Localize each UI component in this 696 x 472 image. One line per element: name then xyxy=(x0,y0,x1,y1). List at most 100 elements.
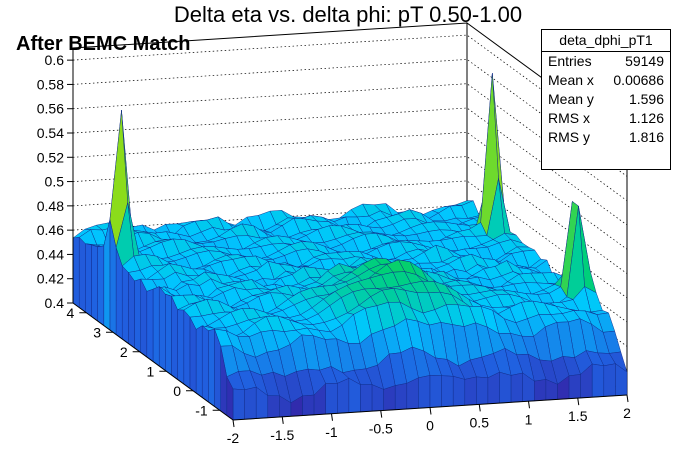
z-tick-label: 0.46 xyxy=(37,222,64,238)
stats-row: Entries 59149 xyxy=(542,52,670,71)
axes: -2 -1.5 -1 -0.5 0 0.5 1 1.5 2 -1 0 1 2 3 40.4 0.42 0.44 0… xyxy=(37,48,631,446)
surface-skirt xyxy=(201,325,209,403)
surface-skirt xyxy=(464,376,477,406)
y-axis-line xyxy=(72,302,234,421)
stats-value: 1.126 xyxy=(628,110,664,126)
surface-skirt xyxy=(183,309,191,389)
y-tick-label: 2 xyxy=(120,344,128,360)
stats-row: Mean x 0.00686 xyxy=(542,71,670,90)
x-tick xyxy=(528,401,530,409)
x-tick-label: 1 xyxy=(525,411,533,427)
x-tick xyxy=(429,407,432,415)
surface xyxy=(72,72,628,421)
surface-skirt xyxy=(591,363,605,398)
surface-skirt xyxy=(121,265,129,344)
stats-row: RMS x 1.126 xyxy=(542,109,670,128)
x-tick xyxy=(626,394,629,403)
surface-skirt xyxy=(383,385,396,411)
surface-skirt xyxy=(158,285,166,371)
stats-row: RMS y 1.816 xyxy=(542,128,670,147)
surface-skirt xyxy=(165,293,172,376)
x-tick-label: 0 xyxy=(426,418,434,434)
surface-skirt xyxy=(146,288,154,362)
x-tick xyxy=(478,404,481,412)
surface-skirt xyxy=(394,383,408,410)
surface-skirt xyxy=(360,384,373,413)
surface-skirt xyxy=(325,383,338,415)
surface-skirt xyxy=(78,236,86,313)
surface-skirt xyxy=(91,244,98,322)
surface-skirt xyxy=(232,388,245,421)
surface-skirt xyxy=(128,271,135,349)
stats-name: deta_dphi_pT1 xyxy=(542,30,670,52)
z-tick-label: 0.58 xyxy=(37,76,64,92)
x-tick-label: -1.5 xyxy=(270,427,294,443)
surface-skirt xyxy=(85,243,92,317)
y-tick-label: -1 xyxy=(195,402,208,418)
surface-skirt xyxy=(267,395,280,419)
surface-skirt xyxy=(171,296,178,380)
stats-label: RMS y xyxy=(548,129,590,145)
stats-value: 0.00686 xyxy=(613,72,664,88)
surface-skirt xyxy=(177,309,185,385)
z-tick-label: 0.42 xyxy=(37,271,64,287)
surface-skirt xyxy=(189,317,197,394)
surface-skirt xyxy=(152,286,160,367)
z-tick-label: 0.56 xyxy=(37,101,64,117)
x-tick-label: -2 xyxy=(227,430,240,446)
stats-value: 1.596 xyxy=(628,91,664,107)
surface-skirt xyxy=(337,377,350,414)
stats-row: Mean y 1.596 xyxy=(542,90,670,109)
stats-box: deta_dphi_pT1 Entries 59149 Mean x 0.00686… xyxy=(541,29,671,170)
stats-label: Mean x xyxy=(548,72,594,88)
stats-label: Entries xyxy=(548,53,592,69)
z-tick-label: 0.5 xyxy=(45,174,65,190)
surface-skirt xyxy=(371,384,384,412)
x-tick xyxy=(281,416,284,424)
x-tick-label: -0.5 xyxy=(369,421,393,437)
y-tick-label: 4 xyxy=(67,305,75,321)
x-tick xyxy=(232,419,235,428)
stats-label: RMS x xyxy=(548,110,590,126)
surface-skirt xyxy=(476,376,489,405)
z-tick-label: 0.48 xyxy=(37,198,64,214)
z-tick-label: 0.44 xyxy=(37,246,64,262)
z-tick-label: 0.6 xyxy=(45,52,65,68)
x-tick-label: 2 xyxy=(623,405,631,421)
surface-skirt xyxy=(441,375,454,408)
surface-skirt xyxy=(72,237,80,308)
x-tick xyxy=(380,410,383,418)
surface-skirt xyxy=(140,279,148,358)
y-tick-label: 0 xyxy=(173,383,181,399)
plot-subtitle: After BEMC Match xyxy=(16,33,191,55)
stats-value: 59149 xyxy=(625,53,664,69)
y-tick-label: 1 xyxy=(147,363,155,379)
z-tick-label: 0.54 xyxy=(37,125,64,141)
surface-skirt xyxy=(208,328,215,407)
surface-skirt xyxy=(429,375,442,408)
stats-value: 1.816 xyxy=(628,129,664,145)
y-tick-label: 3 xyxy=(93,324,101,340)
surface-skirt xyxy=(487,371,500,405)
stats-label: Mean y xyxy=(548,91,594,107)
z-tick-label: 0.52 xyxy=(37,149,64,165)
surface-skirt xyxy=(510,372,523,403)
z-tick-label: 0.4 xyxy=(45,295,65,311)
x-tick-label: 1.5 xyxy=(568,408,588,424)
x-tick xyxy=(331,413,333,421)
surface-skirt xyxy=(534,379,547,402)
surface-skirt xyxy=(406,377,419,410)
x-tick-label: -1 xyxy=(325,424,338,440)
surface-skirt xyxy=(452,376,466,407)
x-tick-label: 0.5 xyxy=(470,414,490,430)
surface-skirt xyxy=(418,375,431,409)
surface-skirt xyxy=(568,374,581,399)
surface-skirt xyxy=(302,394,315,416)
surface-skirt xyxy=(97,245,105,326)
surface-skirt xyxy=(244,386,257,420)
x-tick xyxy=(577,398,580,406)
surface-skirt xyxy=(499,371,512,404)
surface-skirt xyxy=(134,278,141,353)
surface-skirt xyxy=(195,325,203,398)
